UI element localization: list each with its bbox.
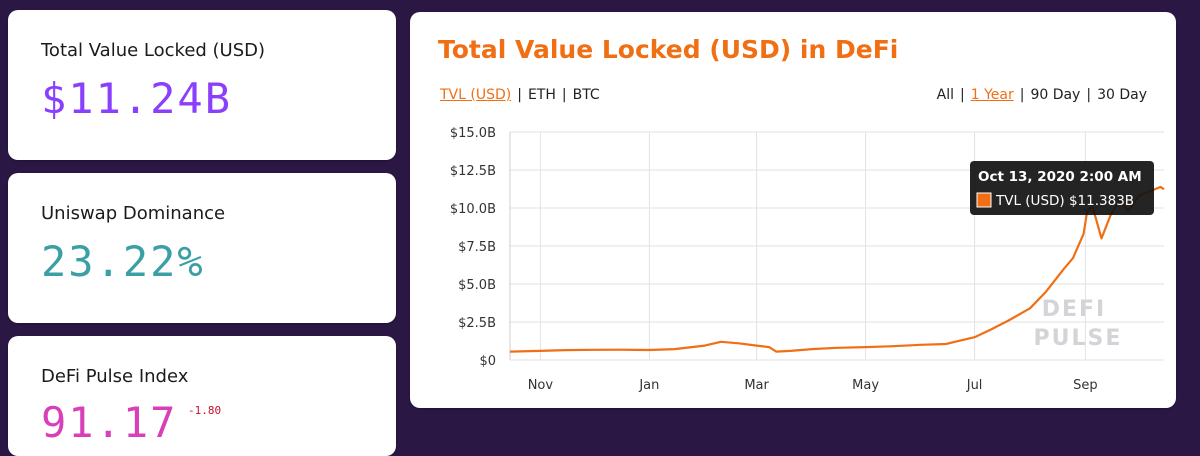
uniswap-dominance-label: Uniswap Dominance bbox=[41, 203, 226, 224]
range-option-90-day[interactable]: 90 Day bbox=[1030, 87, 1081, 103]
defi-pulse-index-card: DeFi Pulse Index 91.17 -1.80 bbox=[8, 336, 396, 456]
tooltip-swatch-icon bbox=[976, 192, 992, 208]
y-tick-label: $5.0B bbox=[458, 278, 496, 293]
y-tick-label: $0 bbox=[479, 354, 496, 369]
x-tick-label: May bbox=[852, 378, 879, 393]
x-tick-label: Mar bbox=[744, 378, 769, 393]
x-tick-label: Jan bbox=[638, 378, 659, 393]
defi-pulse-index-value: 91.17 bbox=[41, 398, 178, 447]
currency-option-tvl-usd[interactable]: TVL (USD) bbox=[440, 87, 512, 103]
uniswap-dominance-card: Uniswap Dominance 23.22% bbox=[8, 173, 396, 323]
y-tick-label: $15.0B bbox=[450, 126, 496, 141]
y-tick-label: $12.5B bbox=[450, 164, 496, 179]
chart-title: Total Value Locked (USD) in DeFi bbox=[438, 35, 899, 64]
range-toggle-group: All | 1 Year | 90 Day | 30 Day bbox=[936, 87, 1147, 103]
x-tick-label: Nov bbox=[528, 378, 554, 393]
tvl-stat-value: $11.24B bbox=[41, 74, 233, 123]
tvl-stat-label: Total Value Locked (USD) bbox=[41, 40, 266, 61]
tooltip-value: TVL (USD) $11.383B bbox=[995, 193, 1134, 209]
currency-option-eth[interactable]: ETH bbox=[527, 87, 556, 103]
defi-pulse-index-label: DeFi Pulse Index bbox=[41, 366, 189, 387]
tvl-line-chart[interactable]: $0 $2.5B $5.0B $7.5B $10.0B $12.5B $15.0B Nov J… bbox=[410, 12, 1176, 408]
chart-grid bbox=[509, 131, 1164, 361]
y-axis-labels: $0 $2.5B $5.0B $7.5B $10.0B $12.5B $15.0B bbox=[450, 126, 496, 369]
watermark-line2: PULSE bbox=[1034, 326, 1123, 351]
x-axis-labels: Nov Jan Mar May Jul Sep bbox=[528, 378, 1098, 393]
tooltip-box bbox=[970, 161, 1154, 215]
defi-pulse-index-change: -1.80 bbox=[188, 404, 222, 417]
watermark-line1: DEFI bbox=[1042, 297, 1107, 322]
y-tick-label: $7.5B bbox=[458, 240, 496, 255]
range-option-all[interactable]: All bbox=[936, 87, 954, 103]
tvl-stat-card: Total Value Locked (USD) $11.24B bbox=[8, 10, 396, 160]
uniswap-dominance-value: 23.22% bbox=[41, 237, 205, 286]
chart-tooltip: Oct 13, 2020 2:00 AM TVL (USD) $11.383B bbox=[970, 161, 1154, 215]
tooltip-title: Oct 13, 2020 2:00 AM bbox=[978, 169, 1142, 185]
currency-option-btc[interactable]: BTC bbox=[572, 87, 600, 103]
y-tick-label: $10.0B bbox=[450, 202, 496, 217]
tvl-usd-series-line bbox=[509, 185, 1165, 353]
range-option-1-year[interactable]: 1 Year bbox=[970, 87, 1014, 103]
x-tick-label: Jul bbox=[966, 378, 983, 393]
tvl-chart-card: Total Value Locked (USD) in DeFi TVL (US… bbox=[410, 12, 1176, 408]
x-tick-label: Sep bbox=[1073, 378, 1098, 393]
series-layer bbox=[509, 185, 1165, 353]
y-tick-label: $2.5B bbox=[458, 316, 496, 331]
range-option-30-day[interactable]: 30 Day bbox=[1097, 87, 1147, 103]
currency-toggle-group: TVL (USD) | ETH | BTC bbox=[440, 87, 600, 103]
